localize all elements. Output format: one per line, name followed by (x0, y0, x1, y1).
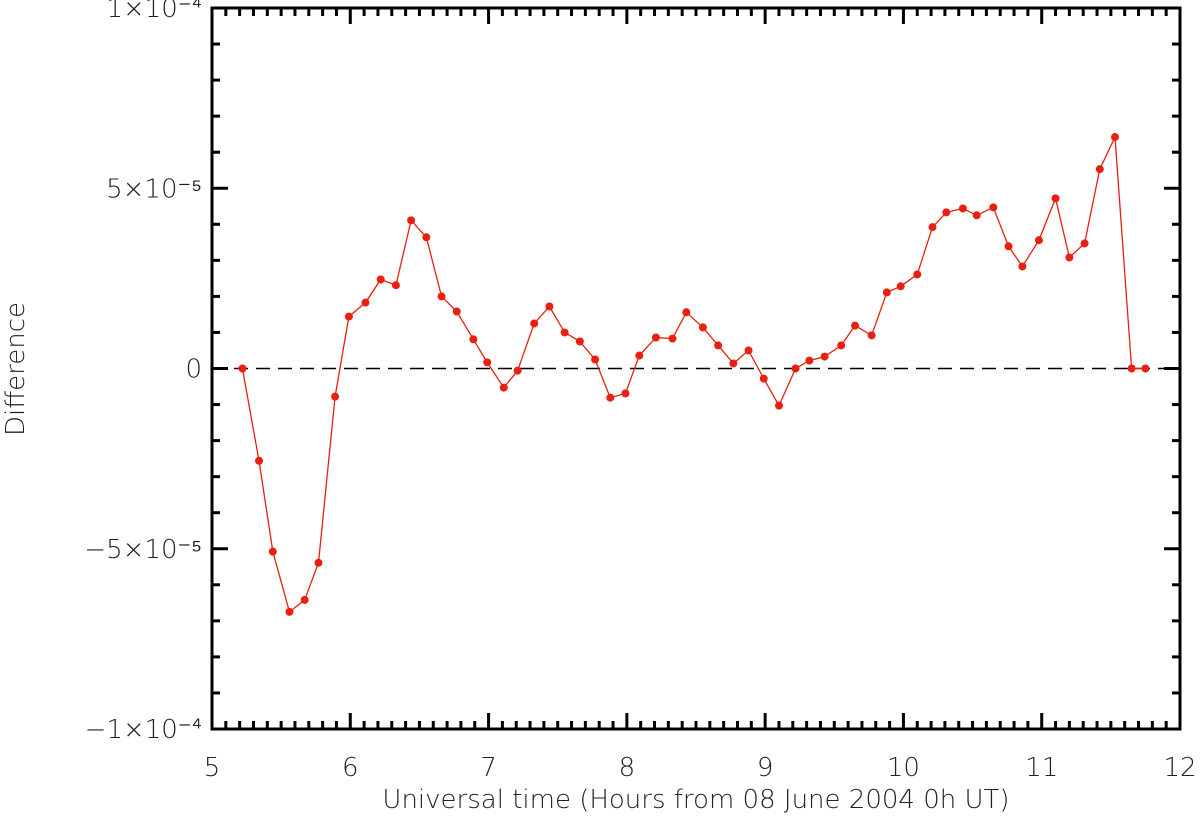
data-point (759, 374, 768, 383)
data-point (682, 308, 691, 317)
data-point (1111, 133, 1120, 142)
data-point (942, 208, 951, 217)
data-point (437, 292, 446, 301)
x-tick-label: 12 (1163, 753, 1196, 783)
x-tick-label: 11 (1025, 753, 1058, 783)
data-point (851, 321, 860, 330)
data-point (882, 288, 891, 297)
data-point (422, 233, 431, 242)
data-point (621, 389, 630, 398)
data-point (837, 341, 846, 350)
data-point (698, 323, 707, 332)
data-point (896, 282, 905, 291)
y-tick-label: 1×10⁻⁴ (106, 0, 202, 24)
data-point (545, 302, 554, 311)
data-point (744, 346, 753, 355)
data-point (314, 558, 323, 567)
data-point (989, 203, 998, 212)
data-point (1004, 242, 1013, 251)
data-point (513, 366, 522, 375)
data-point (972, 211, 981, 220)
data-point (268, 547, 277, 556)
data-point (238, 364, 247, 373)
data-point (791, 364, 800, 373)
data-point (255, 456, 264, 465)
data-point (483, 358, 492, 367)
x-tick-label: 7 (480, 753, 497, 783)
data-point (958, 204, 967, 213)
x-axis-label: Universal time (Hours from 08 June 2004 … (382, 785, 1009, 815)
data-point (1141, 364, 1150, 373)
data-point (913, 270, 922, 279)
y-axis-label: Difference (1, 302, 31, 436)
data-point (635, 351, 644, 360)
data-point (344, 312, 353, 321)
data-point (820, 352, 829, 361)
data-point (407, 216, 416, 225)
data-point (1018, 262, 1027, 271)
data-point (591, 355, 600, 364)
data-point (1051, 194, 1060, 203)
data-point (1080, 239, 1089, 248)
data-point (469, 335, 478, 344)
y-tick-label: −1×10⁻⁴ (85, 715, 202, 745)
data-point (928, 223, 937, 232)
data-point (285, 607, 294, 616)
x-tick-label: 8 (619, 753, 636, 783)
data-point (1095, 165, 1104, 174)
data-point (805, 356, 814, 365)
data-point (714, 341, 723, 350)
data-point (729, 359, 738, 368)
data-point (867, 331, 876, 340)
data-point (530, 319, 539, 328)
data-point (1065, 253, 1074, 262)
x-tick-label: 10 (887, 753, 920, 783)
data-point (560, 328, 569, 337)
data-point (391, 281, 400, 290)
data-point (361, 298, 370, 307)
y-tick-label: −5×10⁻⁵ (84, 535, 202, 565)
data-point (499, 383, 508, 392)
x-tick-label: 9 (757, 753, 774, 783)
data-point (606, 393, 615, 402)
series-line (241, 134, 1146, 613)
x-tick-label: 6 (342, 753, 359, 783)
data-point (651, 333, 660, 342)
y-tick-label: 5×10⁻⁵ (106, 174, 202, 204)
data-point (668, 334, 677, 343)
data-point (452, 307, 461, 316)
data-point (575, 337, 584, 346)
data-point (1127, 364, 1136, 373)
data-point (331, 392, 340, 401)
data-point (1034, 236, 1043, 245)
data-point (774, 401, 783, 410)
y-tick-label: 0 (185, 355, 202, 385)
data-point (376, 275, 385, 284)
data-point (300, 595, 309, 604)
x-tick-label: 5 (204, 753, 221, 783)
